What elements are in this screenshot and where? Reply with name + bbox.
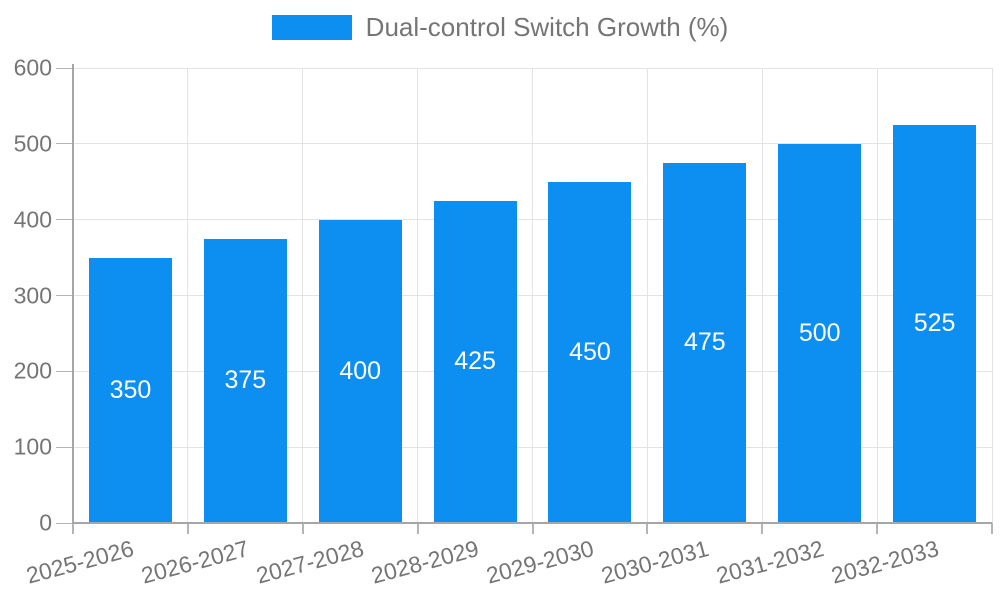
x-tick-label: 2032-2033	[828, 535, 942, 589]
bar: 400	[318, 219, 402, 523]
x-gridline	[302, 68, 304, 523]
bar-value-label: 450	[569, 337, 611, 366]
bar: 525	[893, 124, 977, 523]
y-tick-label: 200	[13, 357, 52, 384]
x-tick	[761, 523, 764, 534]
x-gridline	[532, 68, 533, 523]
x-tick	[531, 523, 534, 534]
x-tick-label: 2031-2032	[713, 535, 827, 589]
bar: 350	[88, 257, 172, 523]
x-tick-label: 2030-2031	[598, 535, 712, 589]
bar: 500	[778, 143, 862, 523]
x-tick	[991, 523, 993, 534]
bar-value-label: 350	[109, 375, 152, 404]
x-tick	[416, 523, 419, 534]
bar-value-label: 425	[454, 347, 496, 376]
bar: 450	[548, 181, 632, 523]
x-gridline	[187, 68, 189, 523]
bar: 425	[433, 200, 517, 523]
bar-value-label: 375	[224, 366, 267, 395]
bar-value-label: 400	[339, 356, 382, 385]
bar-value-label: 525	[913, 309, 956, 338]
x-gridline	[876, 68, 878, 523]
x-tick-label: 2025-2026	[23, 535, 137, 589]
x-tick-label: 2028-2029	[368, 535, 482, 589]
x-gridline	[646, 68, 648, 523]
x-gridline	[991, 68, 993, 523]
x-tick-label: 2029-2030	[483, 535, 597, 589]
y-tick	[56, 67, 73, 69]
y-tick	[56, 370, 73, 372]
y-tick-label: 300	[13, 282, 52, 308]
y-tick-label: 600	[13, 54, 52, 81]
y-tick-label: 100	[13, 433, 52, 460]
legend-label: Dual-control Switch Growth (%)	[365, 12, 729, 42]
x-tick	[646, 523, 649, 534]
y-tick-label: 0	[39, 509, 52, 536]
y-tick	[56, 219, 73, 221]
x-tick	[876, 523, 879, 534]
y-tick	[56, 446, 73, 448]
legend-swatch	[271, 14, 352, 40]
x-tick	[301, 523, 304, 534]
x-tick	[72, 523, 74, 534]
legend[interactable]: Dual-control Switch Growth (%)	[0, 13, 1000, 42]
y-tick	[56, 522, 73, 524]
x-tick	[186, 523, 189, 534]
y-axis-line	[72, 64, 74, 523]
y-tick	[56, 143, 73, 145]
x-axis-line	[72, 522, 992, 524]
bar: 475	[663, 162, 747, 523]
y-tick-label: 500	[13, 130, 52, 157]
x-tick-label: 2026-2027	[138, 535, 252, 589]
bar-value-label: 500	[798, 318, 841, 347]
bar: 375	[203, 238, 287, 523]
y-tick-label: 400	[13, 206, 52, 233]
y-tick	[56, 295, 73, 296]
bar-value-label: 475	[683, 328, 726, 357]
x-tick-label: 2027-2028	[253, 535, 367, 589]
x-gridline	[417, 68, 419, 523]
x-gridline	[761, 68, 763, 523]
